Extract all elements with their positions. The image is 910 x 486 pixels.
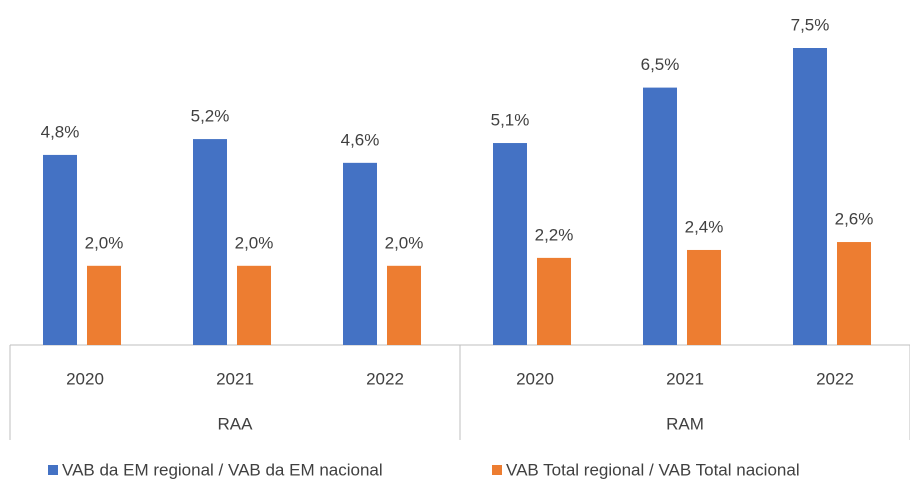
legend-swatch [48,465,58,475]
data-label: 2,0% [235,233,274,252]
bar [687,249,721,345]
bar [237,265,271,345]
legend-label: VAB da EM regional / VAB da EM nacional [62,460,383,479]
x-tick-label: 2020 [516,369,554,388]
legend-label: VAB Total regional / VAB Total nacional [506,460,800,479]
data-label: 4,8% [41,122,80,141]
bar [793,48,827,345]
data-label: 7,5% [791,15,830,34]
bar [493,143,527,345]
bar [643,87,677,345]
bar [43,154,77,345]
data-label: 2,4% [685,217,724,236]
x-tick-label: 2021 [216,369,254,388]
group-label: RAA [218,414,254,433]
bar [837,242,871,345]
data-label: 5,1% [491,111,530,130]
legend-swatch [492,465,502,475]
x-tick-label: 2021 [666,369,704,388]
x-tick-label: 2020 [66,369,104,388]
data-label: 4,6% [341,130,380,149]
data-label: 2,2% [535,225,574,244]
bar [537,257,571,345]
data-label: 5,2% [191,107,230,126]
data-label: 2,0% [85,233,124,252]
group-label: RAM [666,414,704,433]
data-label: 2,0% [385,233,424,252]
bar [387,265,421,345]
x-tick-label: 2022 [816,369,854,388]
bar [343,162,377,345]
data-label: 6,5% [641,55,680,74]
data-label: 2,6% [835,210,874,229]
x-tick-label: 2022 [366,369,404,388]
bar [87,265,121,345]
bar [193,139,227,345]
